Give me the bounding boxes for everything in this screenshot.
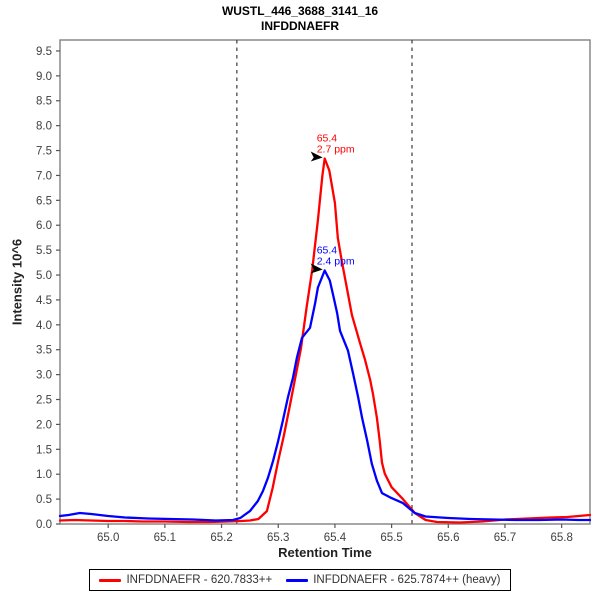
y-tick-label: 1.5 [36, 444, 52, 456]
y-tick-label: 8.5 [36, 96, 52, 108]
x-tick-label: 65.0 [97, 532, 119, 544]
x-tick-label: 65.2 [210, 532, 232, 544]
y-tick-label: 2.0 [36, 419, 52, 431]
y-tick-label: 9.5 [36, 46, 52, 58]
y-tick-label: 4.5 [36, 295, 52, 307]
y-tick-label: 7.0 [36, 170, 52, 182]
blue-line-swatch-icon [286, 578, 309, 582]
legend-label-heavy: INFDDNAEFR - 625.7874++ (heavy) [313, 574, 501, 586]
legend-box: INFDDNAEFR - 620.7833++ INFDDNAEFR - 625… [89, 569, 511, 591]
peak-rt-annotation: 65.4 [317, 245, 338, 257]
peak-apex-arrow-icon [310, 151, 323, 162]
x-tick-label: 65.8 [550, 532, 572, 544]
y-tick-label: 4.0 [36, 320, 52, 332]
y-tick-label: 0.0 [36, 519, 52, 531]
chart-title: WUSTL_446_3688_3141_16 INFDDNAEFR [0, 4, 600, 34]
y-tick-label: 6.0 [36, 220, 52, 232]
x-tick-label: 65.4 [324, 532, 347, 544]
y-tick-label: 1.0 [36, 469, 52, 481]
peak-ppm-annotation: 2.7 ppm [317, 144, 355, 156]
peak-rt-annotation: 65.4 [317, 133, 338, 145]
plot-area-border [59, 39, 591, 525]
trace-heavy [58, 269, 592, 522]
legend-label-light: INFDDNAEFR - 620.7833++ [126, 574, 273, 586]
x-tick-label: 65.3 [267, 532, 289, 544]
x-tick-label: 65.5 [380, 532, 402, 544]
peak-apex-arrow-icon [310, 263, 323, 274]
y-tick-label: 9.0 [36, 71, 52, 83]
legend-item-heavy: INFDDNAEFR - 625.7874++ (heavy) [286, 574, 501, 586]
x-tick-label: 65.1 [154, 532, 176, 544]
legend-item-light: INFDDNAEFR - 620.7833++ [99, 574, 272, 586]
x-axis-label: Retention Time [278, 545, 372, 560]
y-tick-label: 2.5 [36, 395, 52, 407]
y-tick-label: 3.5 [36, 345, 52, 357]
legend: INFDDNAEFR - 620.7833++ INFDDNAEFR - 625… [0, 569, 600, 591]
red-line-swatch-icon [99, 578, 122, 582]
peak-ppm-annotation: 2.4 ppm [317, 256, 355, 268]
y-tick-label: 0.5 [36, 494, 52, 506]
x-tick-label: 65.6 [437, 532, 459, 544]
chart-title-line1: WUSTL_446_3688_3141_16 [221, 4, 379, 18]
y-tick-label: 6.5 [36, 195, 52, 207]
y-tick-label: 7.5 [36, 146, 52, 158]
chart-title-line2: INFDDNAEFR [261, 19, 339, 33]
y-tick-label: 5.0 [36, 270, 52, 282]
y-tick-label: 3.0 [36, 370, 52, 382]
x-tick-label: 65.7 [494, 532, 516, 544]
y-axis-label: Intensity 10^6 [9, 238, 25, 326]
y-tick-label: 5.5 [36, 245, 52, 257]
y-tick-label: 8.0 [36, 121, 52, 133]
trace-light [58, 157, 592, 524]
